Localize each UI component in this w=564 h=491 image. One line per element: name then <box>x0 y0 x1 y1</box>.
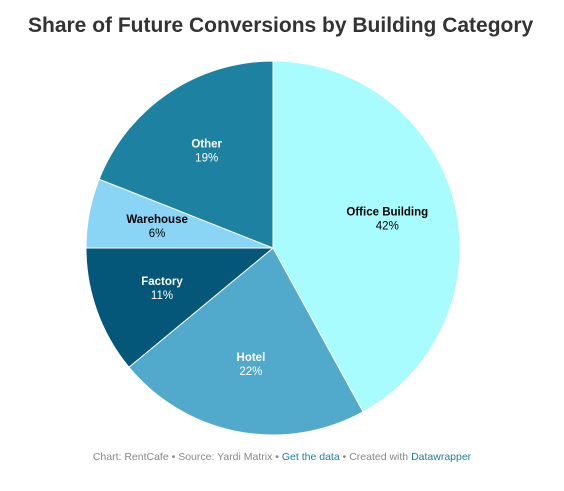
footer-separator: • <box>168 451 179 463</box>
pie-labels: Office Building 42% Hotel 22% Factory 11% Ware… <box>126 138 428 378</box>
footer-source: Yardi Matrix <box>217 451 273 463</box>
datawrapper-link[interactable]: Datawrapper <box>411 451 472 463</box>
footer-separator: • <box>339 451 350 463</box>
footer-source-prefix: Source: <box>178 451 218 463</box>
slice-value-other: 19% <box>195 152 218 164</box>
slice-label-factory: Factory 11% <box>141 276 183 302</box>
pie-slice-factory <box>85 247 275 368</box>
slice-label-warehouse: Warehouse 6% <box>126 214 188 240</box>
slice-name-other: Other <box>191 138 222 150</box>
pie-slices <box>85 60 461 436</box>
slice-name-factory: Factory <box>141 276 183 288</box>
slice-value-office-building: 42% <box>376 221 399 233</box>
footer-separator: • <box>272 451 282 463</box>
slice-label-office-building: Office Building 42% <box>346 207 428 233</box>
slice-label-hotel: Hotel 22% <box>237 352 266 378</box>
chart-title: Share of Future Conversions by Building … <box>28 14 534 37</box>
chart-footer: Chart: RentCafe • Source: Yardi Matrix •… <box>0 451 564 463</box>
slice-value-warehouse: 6% <box>149 228 166 240</box>
slice-value-factory: 11% <box>151 290 173 302</box>
footer-chart-by: RentCafe <box>124 451 169 463</box>
slice-label-other: Other 19% <box>191 138 222 164</box>
pie-slice-other <box>98 60 274 249</box>
pie-slice-office-building <box>272 60 461 413</box>
slice-name-hotel: Hotel <box>237 352 266 364</box>
footer-created-prefix: Created with <box>349 451 412 463</box>
slice-name-warehouse: Warehouse <box>126 214 188 226</box>
slice-value-hotel: 22% <box>239 366 262 378</box>
get-the-data-link[interactable]: Get the data <box>281 451 340 463</box>
slice-name-office-building: Office Building <box>346 207 428 219</box>
pie-slice-hotel <box>128 247 364 436</box>
footer-chart-prefix: Chart: <box>92 451 125 463</box>
